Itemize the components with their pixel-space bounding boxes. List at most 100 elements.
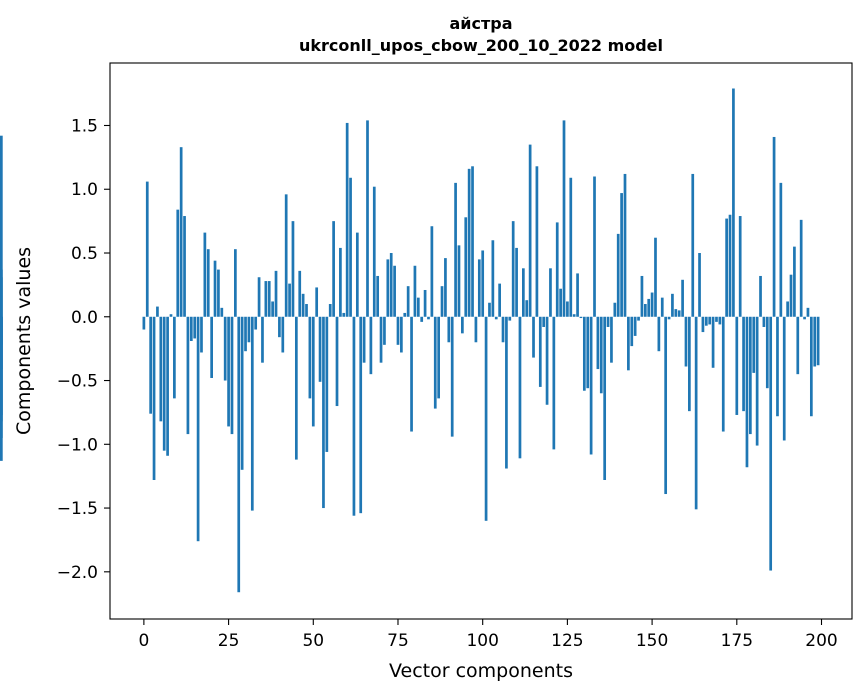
bar [688,316,691,412]
bar [386,259,390,317]
bar [400,316,403,353]
bar [281,316,285,353]
bar [660,297,664,317]
bar [152,316,156,480]
bar [461,316,464,334]
bar [305,304,308,317]
x-tick-label: 200 [805,631,837,651]
bar [528,144,532,317]
bar [362,316,366,363]
bar [142,316,146,330]
bar [206,249,210,317]
bar [454,182,457,317]
bar [711,316,715,368]
bar [508,316,512,321]
bar [542,316,546,327]
bar [677,310,681,317]
y-tick-label: −1.5 [57,499,98,519]
bar [793,246,796,317]
bar [738,216,742,317]
bar [552,316,556,450]
bar [278,316,281,338]
bar [728,214,732,317]
bar [630,316,634,347]
bar [332,221,335,317]
x-tick-label: 125 [551,631,583,651]
bar [603,316,607,480]
bar [694,316,698,510]
bar [803,316,806,320]
bar [562,120,566,317]
bar [294,316,298,460]
bar [156,306,159,317]
bar [339,247,342,317]
bar [379,316,383,363]
bar [369,316,373,375]
bar [498,283,501,317]
bar [311,316,315,427]
bar [559,288,562,317]
bar [301,293,305,317]
bar [650,292,654,317]
bar [606,316,610,327]
bar [579,316,583,319]
bar [501,316,505,343]
bar [816,316,820,366]
bar [322,316,325,509]
bar [183,216,186,317]
bar [237,316,241,593]
bar [352,316,356,516]
bar [538,316,542,387]
bar [522,268,525,317]
bar [698,253,701,317]
bar [355,232,359,317]
bar [359,316,363,514]
bar [505,316,508,469]
bar [769,316,773,571]
bar [220,307,224,317]
bar [749,316,752,435]
bar [596,316,600,370]
bar [335,316,339,407]
bar [0,135,3,317]
bar [196,316,200,542]
bar [0,316,3,438]
bar [627,316,630,371]
bar [210,316,213,378]
chart-title: айстра [449,14,512,33]
bar [410,316,413,432]
bar [342,312,346,317]
bar [654,237,657,317]
bar [383,316,386,345]
bar [667,316,671,320]
x-axis-label: Vector components [389,660,573,682]
bar [708,316,712,325]
bar [176,209,180,317]
bar [704,316,708,326]
bar [393,265,396,317]
bar [200,316,203,353]
x-tick-label: 25 [218,631,240,651]
bar [515,247,518,317]
bar [267,281,271,317]
bar [613,302,617,317]
bar [162,316,166,451]
bar [284,194,288,317]
bar [471,166,474,317]
bar [349,177,352,317]
bar [345,122,349,317]
y-tick-label: −0.5 [57,372,98,392]
bar [525,300,529,317]
bar [640,275,644,317]
bar [234,249,237,317]
bar [430,226,434,317]
bar [674,309,678,317]
bar [681,279,684,317]
y-axis-ticks: −2.0 −1.5 −1.0 −0.5 0.0 0.5 1.0 1.5 [57,116,110,583]
bar [257,277,261,317]
bar [742,316,745,412]
bar [444,258,447,317]
bar [389,253,393,317]
chart-subtitle: ukrconll_upos_cbow_200_10_2022 model [299,36,663,55]
